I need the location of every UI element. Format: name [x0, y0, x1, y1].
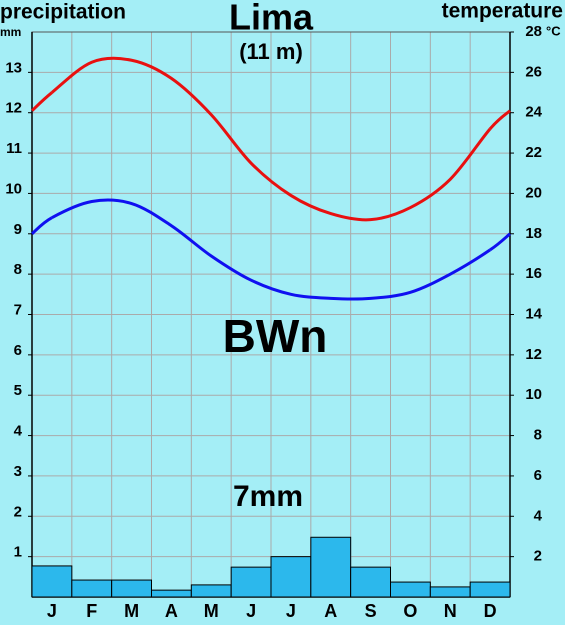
precipitation-bar	[31, 565, 73, 598]
total-precipitation: 7mm	[233, 480, 303, 513]
y-tick-label: 12	[5, 100, 22, 117]
y-tick-label: 10	[5, 180, 22, 197]
chart-subtitle: (11 m)	[239, 39, 303, 64]
y2-tick-label: 12	[525, 346, 542, 363]
y-tick-label: 8	[14, 261, 22, 278]
y2-tick-label: 4	[534, 507, 543, 524]
x-tick-label: J	[47, 601, 57, 621]
precipitation-bar	[310, 536, 352, 598]
x-tick-label: N	[444, 601, 457, 621]
y2-tick-label: 20	[525, 184, 542, 201]
y2-tick-label: 6	[534, 467, 542, 484]
y2-tick-label: 26	[525, 63, 542, 80]
precipitation-bar	[71, 579, 113, 598]
x-tick-label: A	[165, 601, 178, 621]
y-tick-label: 4	[14, 423, 23, 440]
right-unit: °C	[546, 23, 561, 38]
right-axis-title: temperature	[442, 0, 563, 23]
chart-title: Lima	[229, 0, 314, 38]
x-tick-label: J	[246, 601, 256, 621]
y-tick-label: 9	[14, 221, 22, 238]
x-tick-label: M	[124, 601, 139, 621]
precipitation-bar	[469, 581, 511, 598]
y2-tick-label: 10	[525, 386, 542, 403]
y-tick-label: 1	[14, 544, 22, 561]
y2-tick-label: 24	[525, 104, 542, 121]
precipitation-bar	[230, 566, 272, 598]
x-tick-label: J	[286, 601, 296, 621]
x-tick-label: F	[86, 601, 97, 621]
x-tick-label: S	[365, 601, 377, 621]
y2-tick-label: 22	[525, 144, 542, 161]
y-tick-label: 2	[14, 503, 22, 520]
precipitation-bar	[429, 586, 471, 598]
y2-tick-label: 2	[534, 548, 542, 565]
temperature-line-edge	[30, 91, 53, 112]
temperature-line	[51, 198, 491, 301]
marks	[30, 56, 512, 598]
temperature-line-edge	[488, 109, 512, 130]
y2-tick-label: 16	[525, 265, 542, 282]
temperature-line	[50, 56, 492, 222]
left-unit: mm	[0, 25, 21, 39]
precipitation-bar	[350, 566, 391, 598]
y-tick-label: 7	[14, 301, 22, 318]
y2-tick-label: 14	[525, 305, 542, 322]
precipitation-bar	[151, 589, 192, 598]
temperature-line-edge	[31, 216, 53, 235]
y2-tick-label: 8	[534, 427, 542, 444]
precipitation-bar	[270, 556, 312, 598]
climate-class: BWn	[223, 310, 328, 362]
x-tick-label: M	[204, 601, 219, 621]
y-tick-label: 5	[14, 382, 22, 399]
y-tick-label: 3	[14, 463, 22, 480]
grid	[28, 31, 514, 598]
temperature-line-edge	[489, 232, 511, 252]
x-tick-label: O	[403, 601, 417, 621]
precipitation-bar	[190, 584, 232, 598]
y2-tick-label: 28	[525, 23, 542, 40]
y-tick-label: 11	[6, 140, 22, 157]
left-axis-title: precipitation	[0, 1, 126, 24]
y-tick-label: 13	[5, 59, 22, 76]
y-tick-label: 6	[14, 342, 22, 359]
x-tick-label: A	[324, 601, 337, 621]
y2-tick-label: 18	[525, 225, 542, 242]
x-tick-label: D	[484, 601, 497, 621]
precipitation-bar	[390, 581, 431, 598]
precipitation-bar	[111, 579, 152, 598]
